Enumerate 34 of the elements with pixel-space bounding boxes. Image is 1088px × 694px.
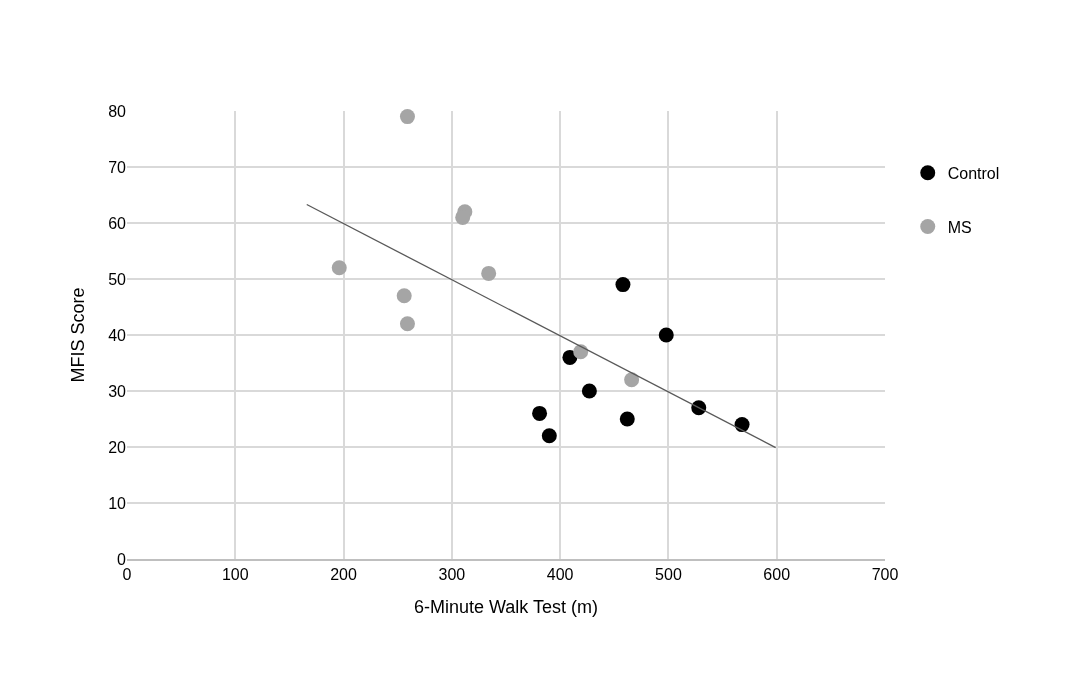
point [624, 372, 640, 388]
x-tick-label: 400 [546, 565, 574, 583]
point [581, 383, 597, 399]
x-axis-title: 6-Minute Walk Test (m) [413, 596, 599, 617]
point [619, 411, 635, 427]
y-tick-label: 50 [108, 270, 127, 288]
y-tick-label: 20 [108, 438, 127, 456]
x-tick-label: 600 [763, 565, 791, 583]
x-tick-label: 300 [438, 565, 466, 583]
y-tick-label: 0 [117, 550, 127, 568]
point [399, 109, 415, 125]
point [532, 405, 548, 421]
point [396, 288, 412, 304]
y-tick-label: 60 [108, 214, 127, 232]
y-tick-label: 30 [108, 382, 127, 400]
point [399, 316, 415, 332]
point [481, 265, 497, 281]
x-tick-label: 100 [221, 565, 249, 583]
y-tick-label: 40 [108, 326, 127, 344]
y-tick-label: 10 [108, 494, 127, 512]
x-tick-label: 200 [330, 565, 358, 583]
legend-label: MS [947, 218, 972, 236]
x-tick-label: 500 [655, 565, 682, 583]
point [658, 327, 674, 343]
point [615, 277, 631, 293]
legend-label: Control [947, 164, 1000, 182]
y-tick-label: 70 [108, 158, 127, 176]
point [331, 260, 347, 276]
x-tick-label: 700 [871, 565, 899, 583]
y-axis-title: MFIS Score [68, 287, 89, 383]
point [541, 428, 557, 444]
point [734, 417, 750, 433]
y-tick-label: 80 [108, 102, 127, 120]
point [562, 349, 578, 365]
